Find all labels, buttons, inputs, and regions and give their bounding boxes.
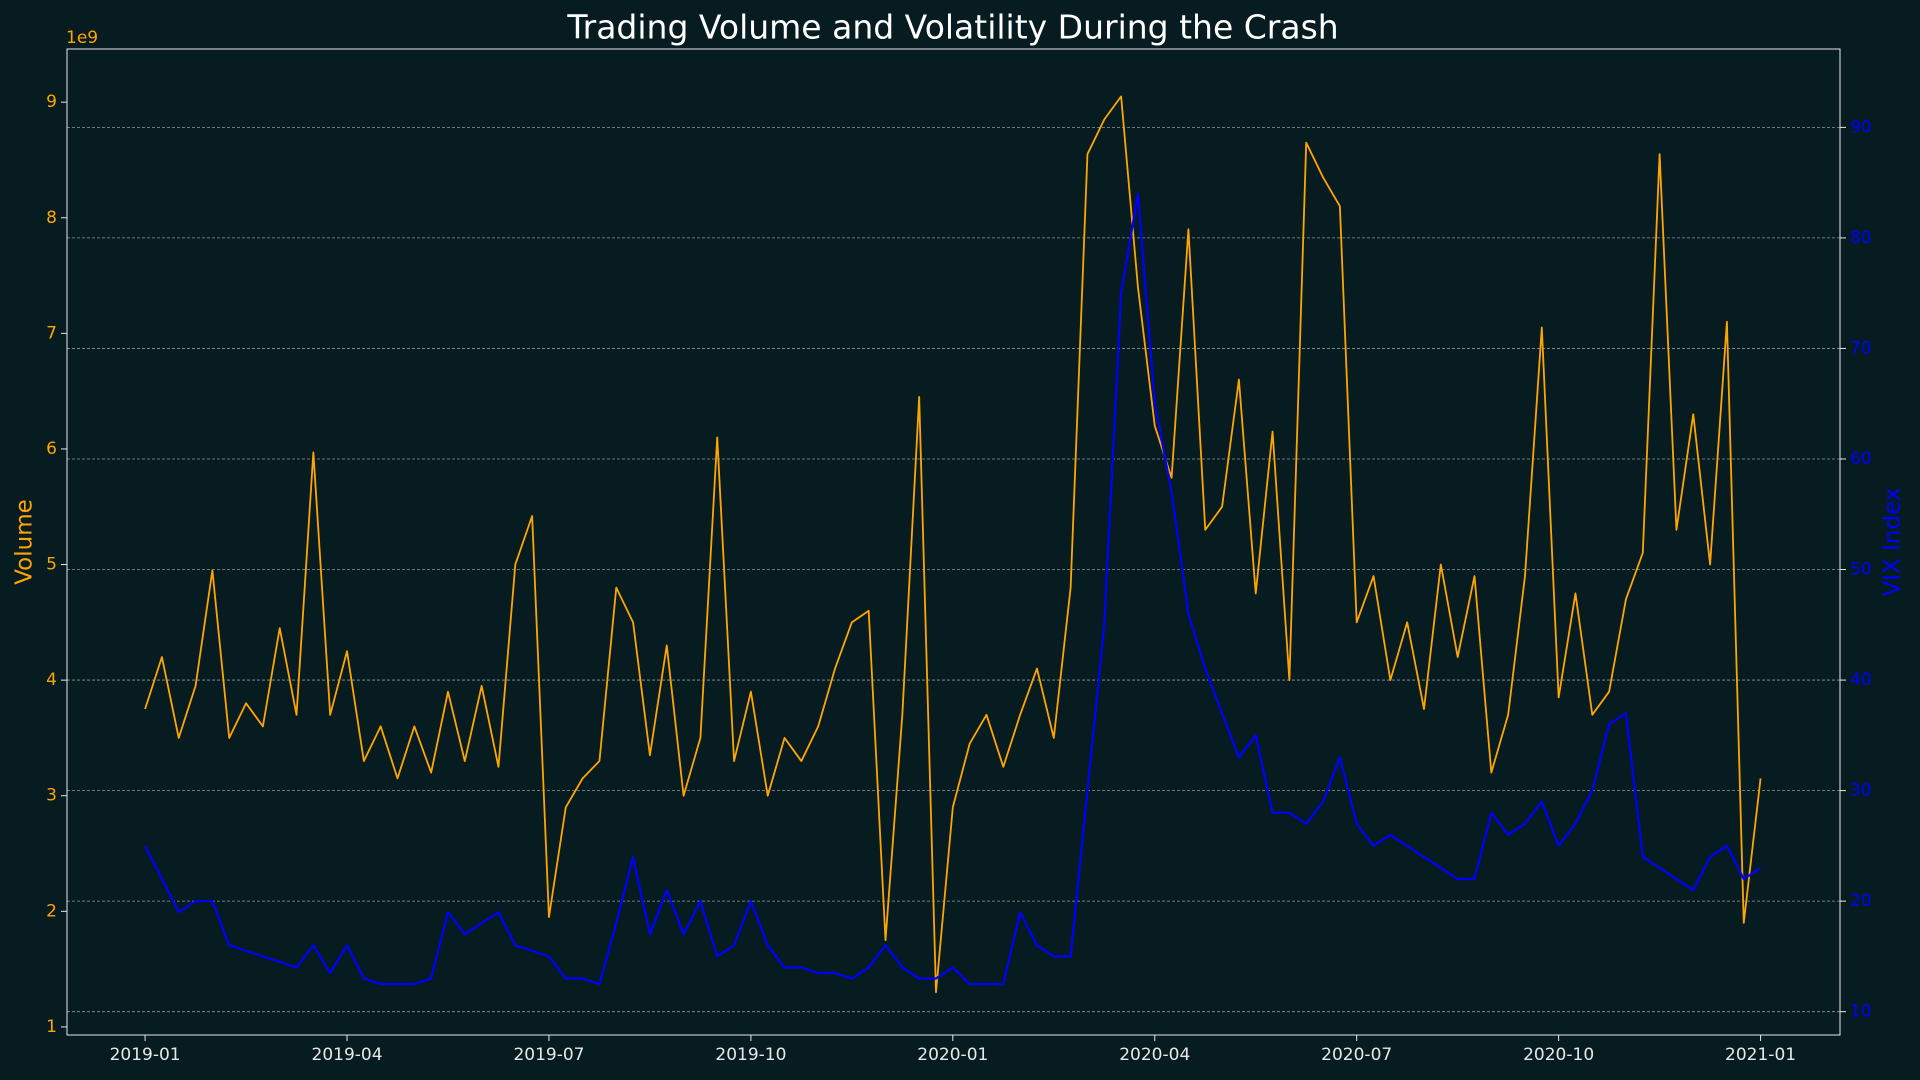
y-tick-label: 5: [46, 555, 57, 575]
chart-title: Trading Volume and Volatility During the…: [566, 8, 1338, 47]
x-tick-label: 2019-04: [312, 1045, 383, 1065]
x-tick-label: 2019-01: [110, 1045, 181, 1065]
y-tick-label: 2: [46, 901, 57, 921]
plot-frame: [66, 48, 1841, 1036]
series-line: [144, 192, 1762, 986]
series-line: [144, 95, 1762, 994]
y-tick-label: 9: [46, 92, 57, 112]
y2-tick-label: 60: [1850, 449, 1872, 469]
y2-tick-label: 10: [1850, 1002, 1872, 1022]
y2-tick-label: 90: [1850, 117, 1872, 137]
y2-tick-label: 80: [1850, 228, 1872, 248]
y-tick-label: 3: [46, 786, 57, 806]
y-tick-label: 4: [46, 670, 57, 690]
x-tick-label: 2020-01: [917, 1045, 988, 1065]
y2-tick-label: 50: [1850, 560, 1872, 580]
y-axis-label: Volume: [12, 499, 38, 585]
x-tick-label: 2020-04: [1119, 1045, 1190, 1065]
x-tick-label: 2020-10: [1523, 1045, 1594, 1065]
y2-tick-label: 20: [1850, 891, 1872, 911]
y-tick-label: 8: [46, 208, 57, 228]
y-offset-label: 1e9: [66, 28, 98, 48]
y2-axis-label: VIX Index: [1880, 488, 1906, 597]
x-tick-label: 2019-10: [715, 1045, 786, 1065]
x-tick-label: 2019-07: [513, 1045, 584, 1065]
y2-tick-label: 70: [1850, 338, 1872, 358]
x-tick-label: 2021-01: [1725, 1045, 1796, 1065]
y-tick-label: 6: [46, 439, 57, 459]
y2-tick-label: 30: [1850, 781, 1872, 801]
y-tick-label: 1: [46, 1017, 57, 1037]
y-tick-label: 7: [46, 323, 57, 343]
y2-tick-label: 40: [1850, 670, 1872, 690]
x-tick-label: 2020-07: [1321, 1045, 1392, 1065]
